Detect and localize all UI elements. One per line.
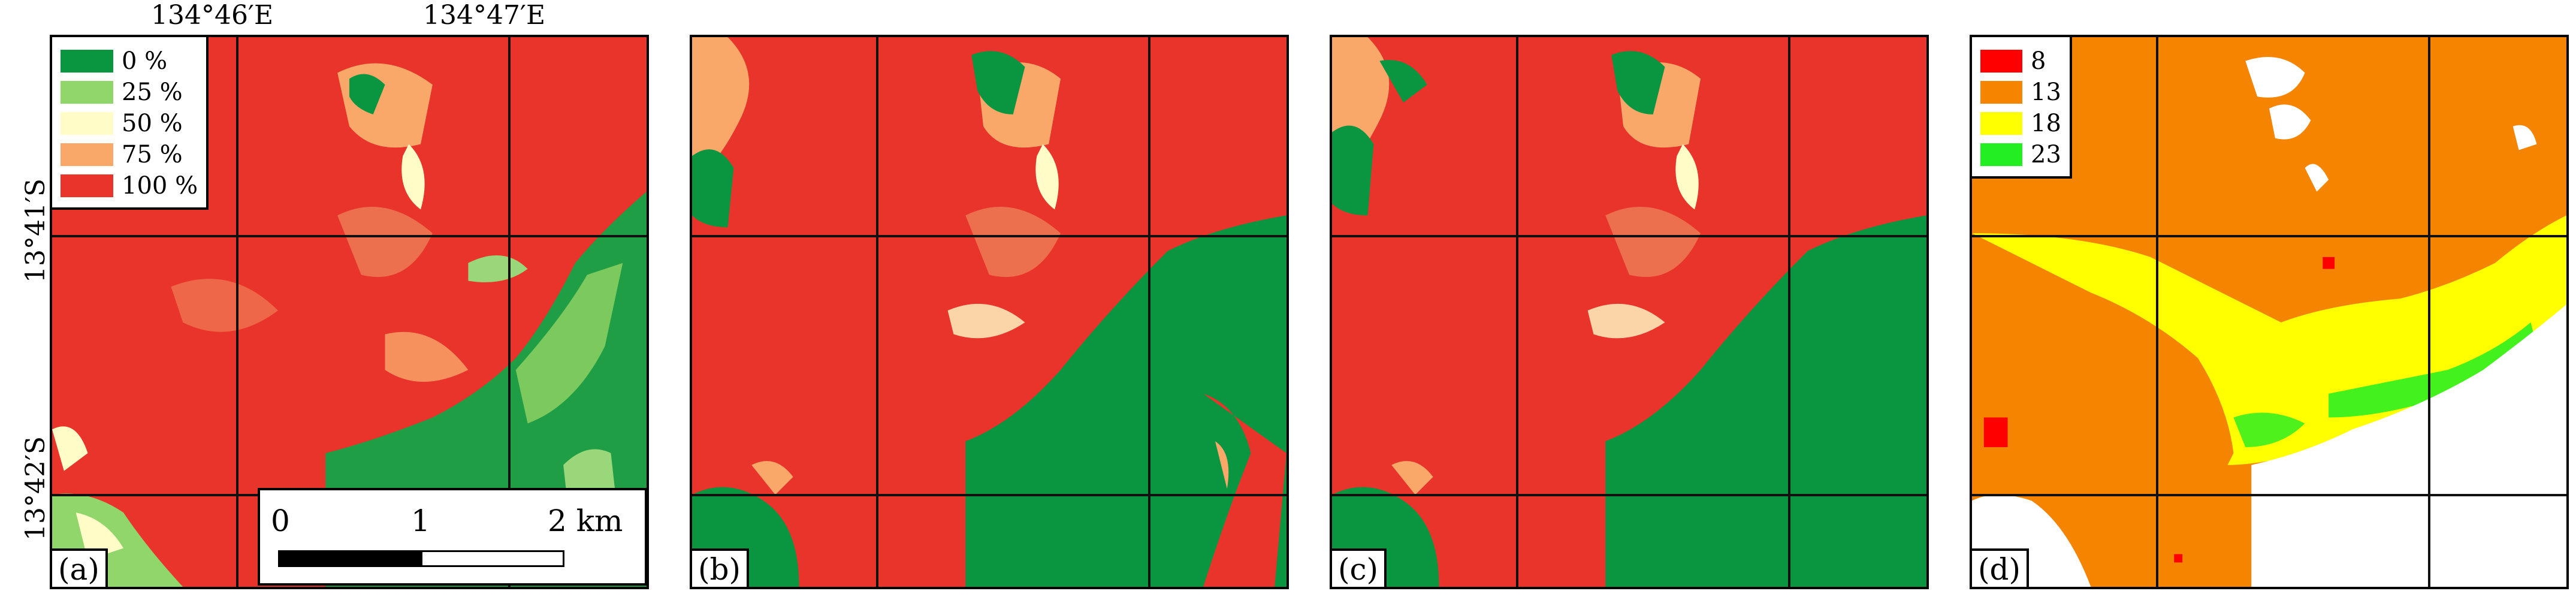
scale-segment-black bbox=[278, 550, 421, 567]
legend-swatch bbox=[1980, 143, 2022, 166]
scale-label-1: 1 bbox=[411, 504, 430, 538]
legend-label: 18 bbox=[2031, 110, 2061, 137]
panel-label-b: (b) bbox=[692, 548, 750, 587]
legend-label: 8 bbox=[2031, 47, 2046, 75]
legend-label: 50 % bbox=[122, 110, 183, 137]
legend-label: 0 % bbox=[122, 47, 168, 75]
map-panel-c: (c) bbox=[1330, 35, 1929, 589]
map-panel-a: 0 % 25 % 50 % 75 % 100 % 0 1 2 km (a) bbox=[50, 35, 649, 589]
latitude-label-1: 13°41′S bbox=[20, 178, 51, 283]
panel-label-c: (c) bbox=[1332, 548, 1387, 587]
legend-burn-percent: 0 % 25 % 50 % 75 % 100 % bbox=[52, 37, 209, 210]
longitude-label-1: 134°46′E bbox=[151, 0, 274, 31]
legend-swatch bbox=[61, 143, 113, 166]
legend-item: 8 bbox=[1980, 46, 2061, 77]
map-panel-d: 8 13 18 23 (d) bbox=[1970, 35, 2569, 589]
legend-item: 18 bbox=[1980, 108, 2061, 139]
legend-classes: 8 13 18 23 bbox=[1972, 37, 2072, 179]
panel-label-d: (d) bbox=[1972, 548, 2030, 587]
legend-label: 13 bbox=[2031, 79, 2061, 106]
legend-swatch bbox=[61, 112, 113, 135]
legend-swatch bbox=[1980, 81, 2022, 104]
legend-swatch bbox=[61, 50, 113, 73]
burn-map-c bbox=[1332, 37, 1926, 587]
scale-label-2: 2 km bbox=[548, 504, 623, 538]
burn-map-b bbox=[692, 37, 1287, 587]
latitude-label-2: 13°42′S bbox=[20, 436, 51, 541]
legend-label: 100 % bbox=[122, 172, 198, 200]
scale-bar: 0 1 2 km bbox=[258, 488, 647, 586]
legend-swatch bbox=[61, 174, 113, 197]
legend-item: 75 % bbox=[61, 139, 198, 170]
legend-item: 23 bbox=[1980, 139, 2061, 170]
legend-label: 23 bbox=[2031, 141, 2061, 168]
legend-item: 0 % bbox=[61, 46, 198, 77]
legend-item: 50 % bbox=[61, 108, 198, 139]
legend-item: 13 bbox=[1980, 77, 2061, 108]
panel-label-a: (a) bbox=[52, 548, 108, 587]
legend-label: 75 % bbox=[122, 141, 183, 168]
legend-swatch bbox=[61, 81, 113, 104]
legend-item: 25 % bbox=[61, 77, 198, 108]
map-panel-b: (b) bbox=[690, 35, 1289, 589]
longitude-label-2: 134°47′E bbox=[423, 0, 546, 31]
legend-item: 100 % bbox=[61, 170, 198, 201]
legend-swatch bbox=[1980, 112, 2022, 135]
legend-swatch bbox=[1980, 50, 2022, 73]
legend-label: 25 % bbox=[122, 79, 183, 106]
scale-label-0: 0 bbox=[271, 504, 290, 538]
scale-segment-white bbox=[421, 550, 564, 567]
